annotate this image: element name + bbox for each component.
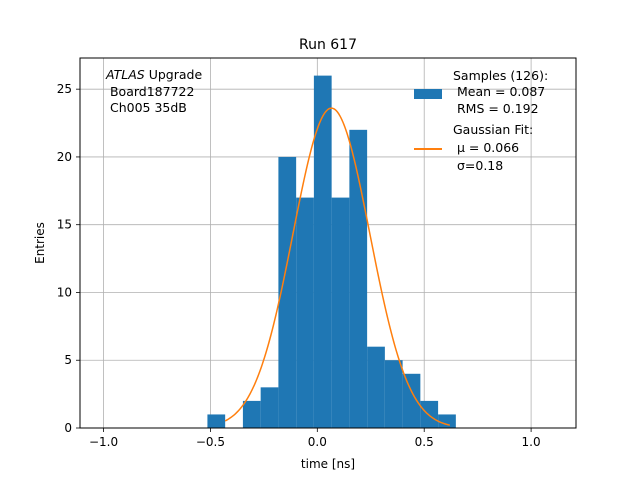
annotation-line-1: ATLAS Upgrade (105, 67, 202, 82)
legend-fit-sigma: σ=0.18 (453, 158, 503, 173)
legend-hist-swatch (414, 89, 442, 99)
histogram-bar (331, 197, 350, 428)
histogram-bar (296, 197, 314, 428)
x-tick-label: 1.0 (522, 435, 541, 449)
y-tick-label: 5 (64, 353, 72, 367)
x-tick-label: −1.0 (89, 435, 118, 449)
legend-fit-mu: μ = 0.066 (453, 140, 519, 155)
axis-ticks: −1.0 −0.5 0.0 0.5 1.0 0 5 10 15 20 25 (57, 82, 541, 449)
y-tick-label: 20 (57, 150, 72, 164)
histogram-bar (438, 414, 456, 428)
legend-fit-title: Gaussian Fit: (453, 122, 533, 137)
x-tick-label: 0.5 (415, 435, 434, 449)
annotation-upgrade: Upgrade (145, 67, 203, 82)
histogram-bar (384, 360, 403, 428)
annotation-line-2: Board187722 (106, 84, 194, 99)
annotation-atlas: ATLAS (105, 67, 145, 82)
legend-hist-line-1: Samples (126): (453, 68, 548, 83)
histogram-bars (207, 75, 456, 429)
legend: Samples (126): Mean = 0.087 RMS = 0.192 … (414, 68, 548, 173)
histogram-bar (349, 129, 368, 429)
y-axis-label: Entries (33, 222, 47, 264)
chart-title: Run 617 (299, 37, 357, 53)
y-tick-label: 15 (57, 218, 72, 232)
histogram-bar (402, 373, 421, 428)
y-tick-label: 0 (64, 421, 72, 435)
plot-frame (79, 57, 577, 429)
x-tick-label: 0.0 (308, 435, 327, 449)
x-axis-label: time [ns] (301, 457, 355, 471)
x-tick-label: −0.5 (196, 435, 225, 449)
legend-hist-line-2: Mean = 0.087 (453, 84, 545, 99)
histogram-bar (313, 75, 332, 428)
y-tick-label: 25 (57, 82, 72, 96)
histogram-bar (260, 387, 279, 428)
histogram-bar (278, 156, 297, 428)
legend-hist-line-3: RMS = 0.192 (453, 101, 539, 116)
histogram-bar (242, 400, 261, 428)
histogram-bar (367, 346, 385, 428)
annotation-box: ATLAS Upgrade Board187722 Ch005 35dB (105, 67, 202, 115)
annotation-line-3: Ch005 35dB (106, 100, 187, 115)
y-tick-label: 10 (57, 285, 72, 299)
histogram-bar (207, 414, 226, 428)
gaussian-fit-line (224, 107, 451, 426)
